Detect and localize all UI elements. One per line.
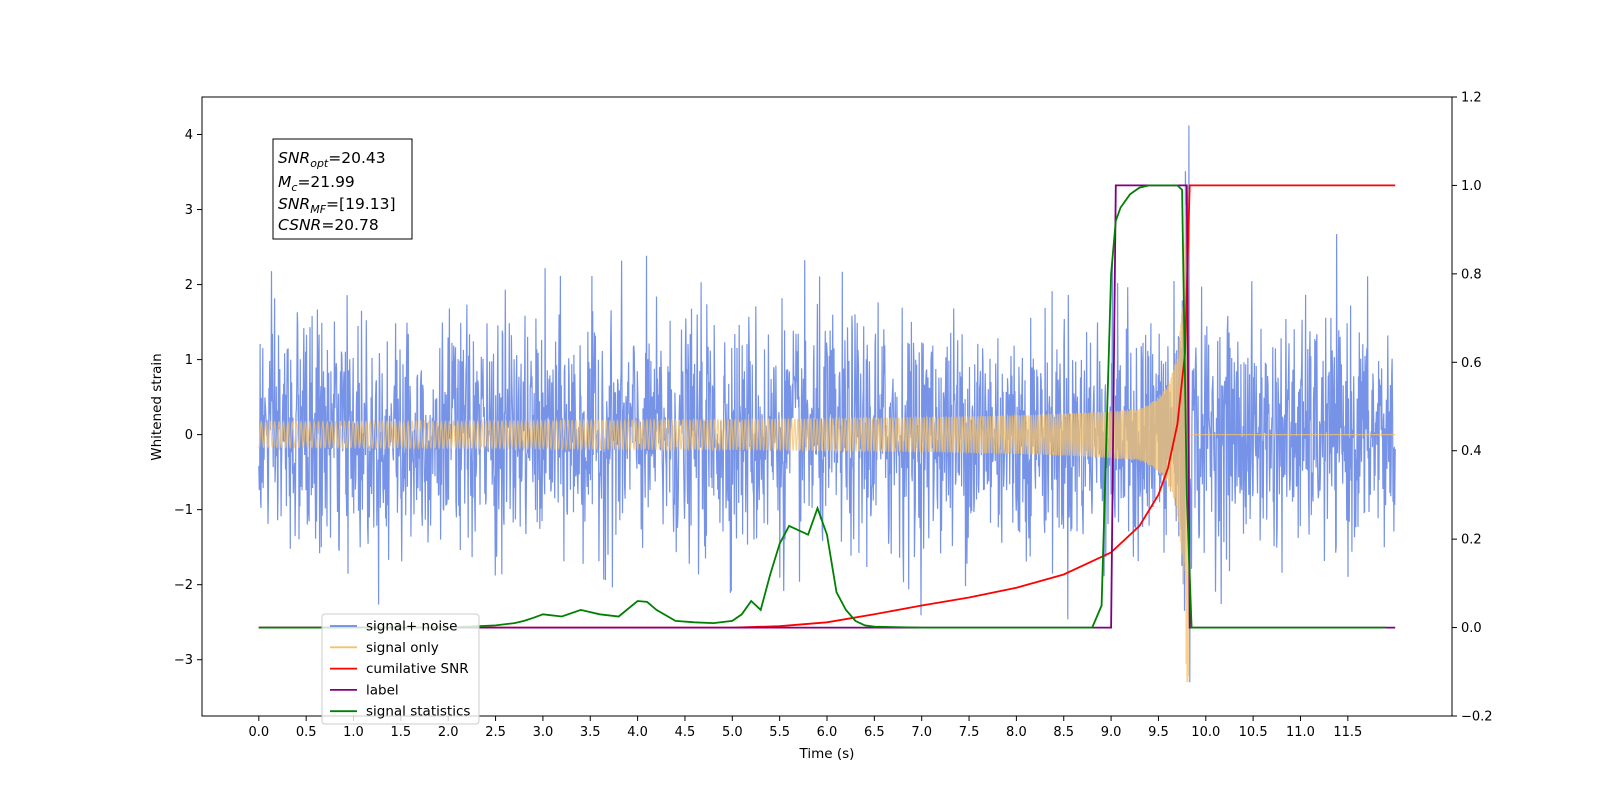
x-tick-label: 3.0 — [533, 725, 554, 740]
y-left-tick-label: −2 — [174, 578, 193, 593]
annotation-csnr: CSNR=20.78 — [278, 216, 379, 234]
x-tick-label: 5.5 — [769, 725, 790, 740]
x-tick-label: 9.5 — [1148, 725, 1169, 740]
y-left-tick-label: −3 — [174, 653, 193, 668]
x-tick-label: 3.5 — [580, 725, 601, 740]
annotation-mc: Mc=21.99 — [278, 173, 355, 194]
legend-frame — [321, 613, 480, 725]
x-tick-label: 5.0 — [722, 725, 743, 740]
y-left-tick-label: −1 — [174, 503, 193, 518]
legend-label: signal statistics — [366, 704, 470, 720]
x-tick-label: 6.0 — [817, 725, 838, 740]
annotation-snr-mf-sub: MF — [310, 203, 326, 216]
series-line-signal-statistics — [258, 184, 1386, 629]
annotation-snr-mf-value: =[19.13] — [326, 195, 395, 213]
y-left-tick-label: 4 — [185, 128, 193, 143]
x-tick-label: 6.5 — [864, 725, 885, 740]
legend-label: cumilative SNR — [366, 661, 469, 677]
x-tick-label: 2.5 — [485, 725, 506, 740]
annotation-mc-sub: c — [291, 181, 297, 194]
y-left-tick-label: 2 — [185, 278, 193, 293]
legend-label: signal only — [366, 640, 439, 656]
x-tick-label: 8.5 — [1053, 725, 1074, 740]
y-left-tick-label: 3 — [185, 203, 193, 218]
annotation-snr-opt-value: =20.43 — [328, 149, 385, 167]
x-tick-label: 0.0 — [248, 725, 269, 740]
y-right-tick-label: 0.2 — [1461, 533, 1482, 548]
series-layer — [258, 125, 1396, 683]
annotation-snr-mf-label: SNR — [278, 195, 310, 213]
y-right-tick-label: 0.6 — [1461, 356, 1482, 371]
x-tick-label: 8.0 — [1006, 725, 1027, 740]
annotation-snr-mf: SNRMF=[19.13] — [278, 195, 396, 216]
y-axis-label-left: Whitened strain — [149, 353, 165, 460]
y-right-tick-label: 0.4 — [1461, 444, 1482, 459]
x-tick-label: 9.0 — [1101, 725, 1122, 740]
y-right-tick-label: 0.0 — [1461, 621, 1482, 636]
y-right-tick-label: 1.0 — [1461, 179, 1482, 194]
y-left-tick-label: 0 — [185, 428, 193, 443]
y-left-tick-label: 1 — [185, 353, 193, 368]
annotation-box: SNRopt=20.43 Mc=21.99 SNRMF=[19.13] CSNR… — [272, 138, 413, 240]
ticks-layer: 0.0 0.5 1.0 1.5 2.0 2.5 3.0 3.5 4.0 4.5 5.0 5.5 6.0 6… — [174, 91, 1493, 741]
annotation-csnr-value: =20.78 — [321, 216, 378, 234]
y-right-tick-label: −0.2 — [1461, 710, 1493, 725]
x-tick-label: 2.0 — [438, 725, 459, 740]
x-tick-label: 7.0 — [911, 725, 932, 740]
legend-entries: signal+ noise signal only cumilative SNR la… — [330, 619, 470, 720]
x-axis-label: Time (s) — [799, 746, 855, 762]
x-tick-label: 11.5 — [1333, 725, 1362, 740]
annotation-snr-opt-sub: opt — [310, 157, 329, 170]
legend-label: label — [366, 682, 399, 698]
legend-label: signal+ noise — [366, 619, 457, 635]
annotation-csnr-label: CSNR — [278, 216, 321, 234]
annotation-frame — [272, 138, 413, 240]
annotation-mc-label: M — [278, 173, 291, 191]
annotation-snr-opt: SNRopt=20.43 — [278, 149, 386, 170]
x-tick-label: 1.0 — [343, 725, 364, 740]
y-right-tick-label: 1.2 — [1461, 91, 1482, 106]
annotation-mc-value: =21.99 — [297, 173, 354, 191]
x-tick-label: 11.0 — [1286, 725, 1315, 740]
x-tick-label: 10.5 — [1239, 725, 1268, 740]
series-line-signal-noise — [258, 125, 1396, 683]
x-tick-label: 10.0 — [1191, 725, 1220, 740]
x-tick-label: 7.5 — [959, 725, 980, 740]
x-tick-label: 4.5 — [675, 725, 696, 740]
legend: signal+ noise signal only cumilative SNR la… — [321, 613, 480, 725]
x-tick-label: 4.0 — [627, 725, 648, 740]
annotation-snr-opt-label: SNR — [278, 149, 310, 167]
x-tick-label: 1.5 — [391, 725, 412, 740]
x-tick-label: 0.5 — [296, 725, 317, 740]
plot-frame — [201, 96, 1453, 717]
y-right-tick-label: 0.8 — [1461, 267, 1482, 282]
series-line-signal-only — [258, 192, 1396, 683]
